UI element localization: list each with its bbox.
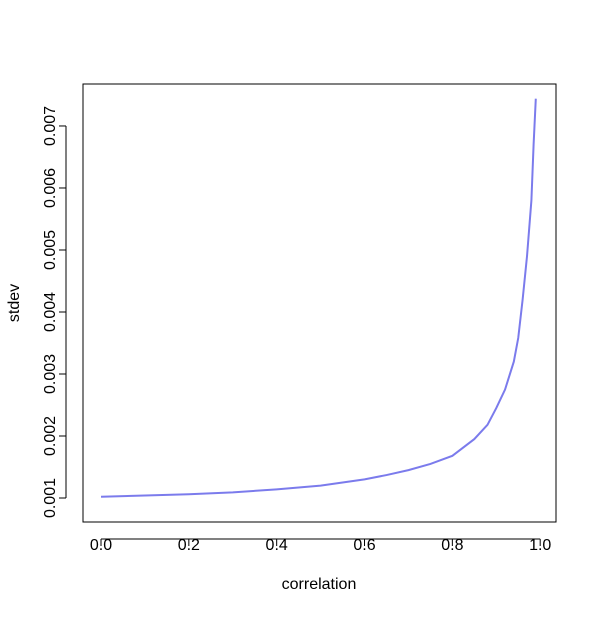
plot-box [82, 83, 557, 523]
y-axis-label: stdev [6, 284, 23, 322]
y-tick-label: 0.007 [42, 106, 59, 146]
x-tick-label: 0.4 [266, 537, 288, 554]
y-tick-label: 0.004 [42, 292, 59, 332]
x-tick-label: 0.0 [90, 537, 112, 554]
x-tick-label: 0.6 [353, 537, 375, 554]
y-tick-label: 0.003 [42, 354, 59, 394]
y-tick-label: 0.002 [42, 416, 59, 456]
x-tick-label: 1.0 [529, 537, 551, 554]
x-axis-label: correlation [282, 576, 357, 593]
y-tick-label: 0.005 [42, 230, 59, 270]
y-tick-label: 0.006 [42, 168, 59, 208]
data-line [100, 98, 537, 498]
x-tick-label: 0.2 [178, 537, 200, 554]
x-tick-label: 0.8 [441, 537, 463, 554]
y-tick-label: 0.001 [42, 478, 59, 518]
